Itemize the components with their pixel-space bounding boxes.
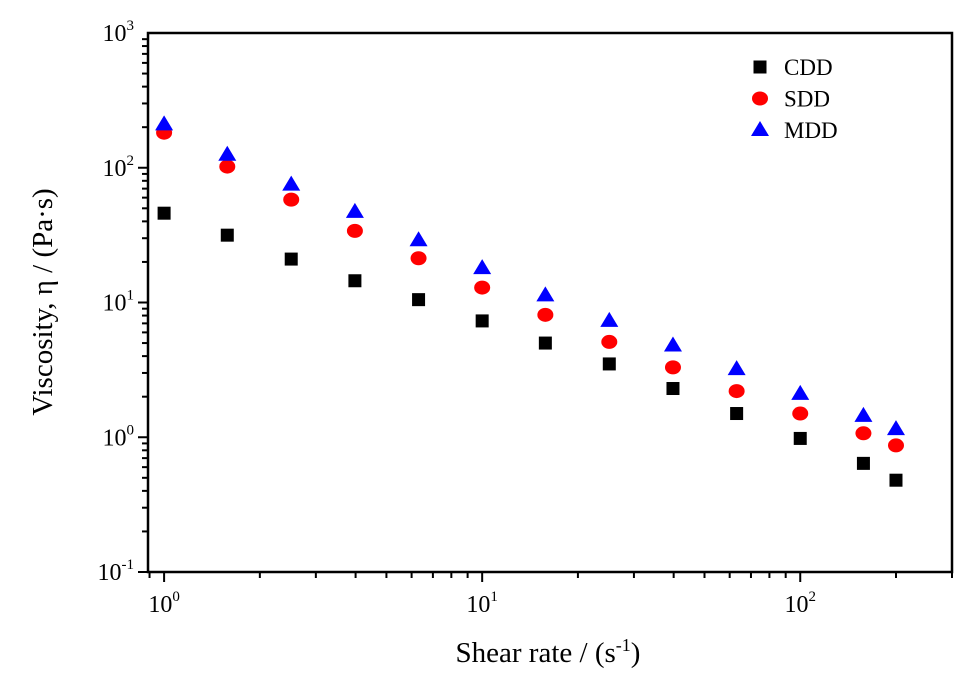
sdd-point xyxy=(887,438,904,453)
legend-cdd-marker xyxy=(753,60,767,74)
mdd-point xyxy=(663,336,682,352)
series-cdd xyxy=(157,206,903,487)
y-tick-label: 100 xyxy=(103,422,135,451)
cdd-point xyxy=(602,357,616,371)
sdd-point xyxy=(346,223,363,238)
tick-labels: 100 101 102 10-1 100 101 102 103 xyxy=(98,18,816,618)
cdd-point xyxy=(666,382,680,396)
mdd-point xyxy=(345,202,364,218)
mdd-point xyxy=(218,145,237,161)
sdd-point xyxy=(728,384,745,399)
sdd-point xyxy=(283,192,300,207)
legend-mdd-label: MDD xyxy=(784,118,838,143)
legend-sdd-label: SDD xyxy=(784,87,830,112)
y-tick-label: 101 xyxy=(103,288,135,317)
cdd-point xyxy=(348,274,362,288)
cdd-point xyxy=(284,252,298,266)
mdd-point xyxy=(600,311,619,327)
legend-sdd-marker xyxy=(752,91,768,106)
mdd-point xyxy=(473,259,492,275)
plot-frame xyxy=(146,31,954,574)
y-tick-label: 103 xyxy=(103,18,135,47)
cdd-point xyxy=(730,407,744,421)
legend: CDD SDD MDD xyxy=(751,55,838,143)
x-tick-label: 101 xyxy=(466,589,498,618)
mdd-point xyxy=(155,115,174,131)
sdd-point xyxy=(219,159,236,174)
sdd-point xyxy=(474,280,491,295)
sdd-point xyxy=(601,334,618,349)
cdd-point xyxy=(538,336,552,350)
cdd-point xyxy=(856,456,870,470)
sdd-point xyxy=(855,426,872,441)
y-axis-title: Viscosity, η / (Pa·s) xyxy=(27,188,59,415)
mdd-point xyxy=(727,360,746,376)
sdd-point xyxy=(410,251,427,266)
mdd-point xyxy=(409,231,428,247)
series-mdd xyxy=(155,115,905,436)
x-tick-label: 102 xyxy=(784,589,816,618)
mdd-point xyxy=(886,420,905,436)
cdd-point xyxy=(475,314,489,328)
y-tick-label: 102 xyxy=(103,153,135,182)
legend-cdd-label: CDD xyxy=(784,55,833,80)
legend-mdd-marker xyxy=(751,121,769,136)
sdd-point xyxy=(792,406,809,421)
mdd-point xyxy=(854,406,873,422)
y-tick-label: 10-1 xyxy=(98,557,135,586)
x-tick-label: 100 xyxy=(148,589,180,618)
cdd-point xyxy=(412,293,426,307)
mdd-point xyxy=(536,286,555,302)
sdd-point xyxy=(537,307,554,322)
cdd-point xyxy=(220,228,234,242)
cdd-point xyxy=(889,473,903,487)
data-points xyxy=(155,115,905,487)
cdd-point xyxy=(157,206,171,220)
mdd-point xyxy=(791,384,810,400)
series-sdd xyxy=(156,125,904,453)
x-axis-title: Shear rate / (s-1) xyxy=(456,635,641,669)
cdd-point xyxy=(793,431,807,445)
mdd-point xyxy=(282,175,301,191)
sdd-point xyxy=(664,360,681,375)
